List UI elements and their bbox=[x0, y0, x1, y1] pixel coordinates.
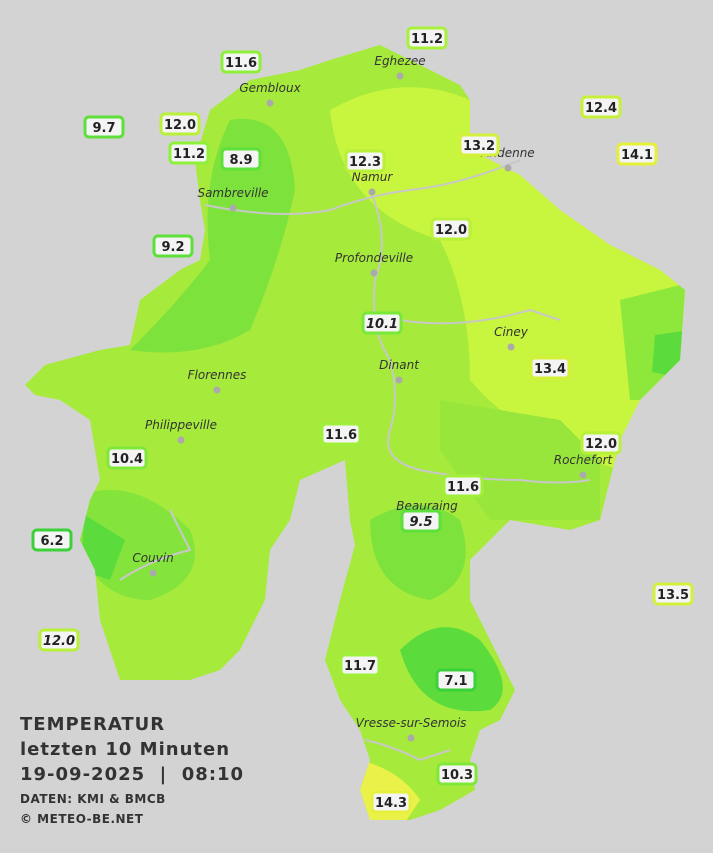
station-value: 12.3 bbox=[349, 155, 381, 170]
station-value: 7.1 bbox=[444, 674, 467, 689]
station-value: 14.1 bbox=[621, 148, 653, 163]
station-box bbox=[31, 528, 73, 552]
station-value: 8.9 bbox=[229, 153, 252, 168]
rivers bbox=[119, 159, 591, 762]
station-box bbox=[152, 234, 194, 258]
station-box bbox=[580, 431, 622, 455]
station-value: 12.0 bbox=[43, 634, 75, 649]
city-label: Ciney bbox=[494, 325, 529, 339]
station-layer: 11.2 11.6 12.4 9.7 12.0 11.2 8.9 12.3 13.2 14.1 9.… bbox=[31, 26, 694, 814]
city-label: Sambreville bbox=[197, 186, 268, 200]
station-box bbox=[652, 582, 694, 606]
station-value: 10.3 bbox=[441, 768, 473, 783]
station-box bbox=[38, 628, 80, 652]
station-box bbox=[159, 112, 201, 136]
station-box bbox=[220, 147, 262, 171]
city-dot bbox=[504, 164, 512, 172]
city-dot bbox=[370, 269, 378, 277]
city-label: Namur bbox=[352, 170, 394, 184]
station-value: 11.6 bbox=[447, 480, 479, 495]
city-label: Eghezee bbox=[374, 54, 425, 68]
station-value: 11.2 bbox=[173, 147, 205, 162]
station-box bbox=[320, 422, 362, 446]
station-box bbox=[220, 50, 262, 74]
station-box bbox=[361, 311, 403, 335]
station-box bbox=[616, 142, 658, 166]
station-value: 9.7 bbox=[92, 121, 115, 136]
station-value: 11.6 bbox=[225, 56, 257, 71]
station-box bbox=[400, 509, 442, 533]
station-box bbox=[435, 668, 477, 692]
station-value: 12.0 bbox=[435, 223, 467, 238]
city-dot bbox=[213, 386, 221, 394]
station-box bbox=[458, 133, 500, 157]
city-label: Rochefort bbox=[554, 453, 614, 467]
station-value: 12.4 bbox=[585, 101, 617, 116]
station-value: 14.3 bbox=[375, 796, 407, 811]
station-value: 9.2 bbox=[161, 240, 184, 255]
city-dot bbox=[395, 376, 403, 384]
station-value: 12.0 bbox=[164, 118, 196, 133]
station-box bbox=[168, 141, 210, 165]
station-box bbox=[106, 446, 148, 470]
station-value: 13.5 bbox=[657, 588, 689, 603]
city-dot bbox=[177, 436, 185, 444]
station-box bbox=[430, 217, 472, 241]
city-dot bbox=[407, 734, 415, 742]
station-box bbox=[580, 95, 622, 119]
station-box bbox=[529, 356, 571, 380]
station-value: 13.2 bbox=[463, 139, 495, 154]
city-label: Profondeville bbox=[335, 251, 413, 265]
city-dot bbox=[507, 343, 515, 351]
city-dot bbox=[229, 204, 237, 212]
city-label: Gembloux bbox=[239, 81, 301, 95]
city-dot bbox=[368, 188, 376, 196]
city-label: Dinant bbox=[379, 358, 420, 372]
city-dot bbox=[266, 99, 274, 107]
city-layer: EghezeeGemblouxAndenneNamurSambrevillePr… bbox=[132, 54, 614, 742]
city-label: Philippeville bbox=[145, 418, 217, 432]
station-box bbox=[83, 115, 125, 139]
station-value: 9.5 bbox=[409, 515, 432, 530]
station-box bbox=[406, 26, 448, 50]
station-box bbox=[339, 653, 381, 677]
station-box bbox=[436, 762, 478, 786]
station-value: 10.4 bbox=[111, 452, 143, 467]
credit: © METEO-BE.NET bbox=[20, 812, 144, 826]
credit: DATEN: KMI & BMCB bbox=[20, 792, 166, 806]
station-value: 6.2 bbox=[40, 534, 63, 549]
station-value: 10.1 bbox=[366, 317, 398, 332]
city-label: Florennes bbox=[188, 368, 247, 382]
city-dot bbox=[149, 569, 157, 577]
timestamp: 19-09-2025 | 08:10 bbox=[20, 764, 244, 785]
station-box bbox=[370, 790, 412, 814]
city-label: Couvin bbox=[132, 551, 173, 565]
city-dot bbox=[579, 471, 587, 479]
subtitle: letzten 10 Minuten bbox=[20, 739, 230, 760]
station-value: 11.6 bbox=[325, 428, 357, 443]
station-value: 11.7 bbox=[344, 659, 376, 674]
title: TEMPERATUR bbox=[20, 714, 165, 735]
station-value: 13.4 bbox=[534, 362, 566, 377]
station-box bbox=[344, 149, 386, 173]
city-label: Vresse-sur-Semois bbox=[356, 716, 467, 730]
station-box bbox=[442, 474, 484, 498]
station-value: 12.0 bbox=[585, 437, 617, 452]
city-dot bbox=[396, 72, 404, 80]
station-value: 11.2 bbox=[411, 32, 443, 47]
